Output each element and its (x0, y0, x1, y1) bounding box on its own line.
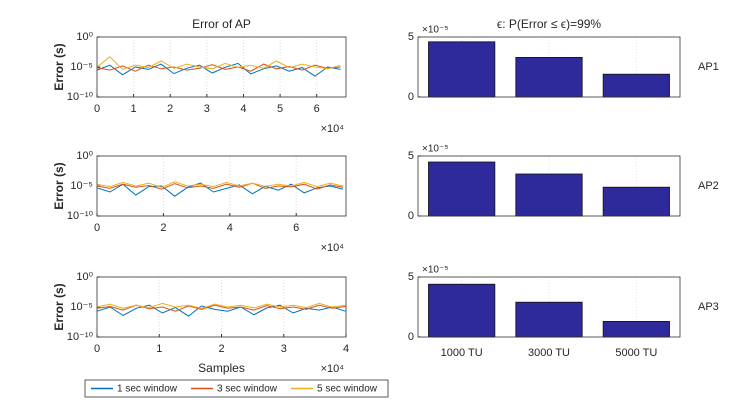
y-multiplier: ×10⁻⁵ (422, 265, 448, 276)
chart-title: ϵ: P(Error ≤ ϵ)=99% (497, 17, 602, 31)
x-multiplier: ×10⁴ (321, 123, 345, 135)
x-tick-label: 3 (281, 343, 287, 355)
x-tick-label: 4 (240, 103, 246, 115)
y-tick-label: 10⁻¹⁰ (67, 210, 94, 222)
bar (428, 161, 496, 217)
bar (602, 186, 670, 217)
y-tick-label: 10⁰ (76, 31, 93, 43)
x-tick-label: 0 (94, 343, 100, 355)
y-tick-label: 10⁻¹⁰ (67, 91, 94, 103)
bar (602, 320, 670, 338)
bar (428, 283, 496, 338)
axes-box (417, 155, 681, 217)
y-tick-label: 5 (408, 31, 414, 43)
x-tick-label: 1000 TU (441, 347, 483, 359)
x-tick-label: 6 (293, 222, 299, 234)
y-tick-label: 10⁻⁵ (70, 301, 93, 313)
x-multiplier: ×10⁴ (321, 242, 345, 254)
bar (428, 41, 496, 98)
plot-area (97, 37, 346, 97)
bar (515, 57, 583, 98)
y-axis-label: Error (s) (52, 162, 66, 209)
y-tick-label: 5 (408, 150, 414, 162)
y-tick-label: 10⁰ (76, 150, 93, 162)
x-tick-label: 6 (314, 103, 320, 115)
x-tick-label: 2 (160, 222, 166, 234)
legend-label: 5 sec window (317, 384, 378, 395)
axes-box (96, 276, 347, 338)
side-label: AP1 (698, 61, 719, 73)
legend-label: 3 sec window (217, 384, 278, 395)
x-tick-label: 3 (204, 103, 210, 115)
y-axis-label: Error (s) (52, 43, 66, 90)
series-line (96, 56, 341, 70)
chart-title: Error of AP (192, 17, 251, 31)
x-tick-label: 2 (167, 103, 173, 115)
x-multiplier: ×10⁴ (321, 363, 345, 375)
y-multiplier: ×10⁻⁵ (422, 144, 448, 155)
x-tick-label: 4 (343, 343, 349, 355)
series-line (96, 182, 344, 190)
bar (515, 173, 583, 217)
axes-box (96, 36, 347, 98)
x-tick-label: 5 (277, 103, 283, 115)
axes-box (417, 36, 681, 98)
y-tick-label: 0 (408, 331, 414, 343)
series-line (96, 62, 341, 77)
series-line (96, 63, 341, 72)
x-tick-label: 5000 TU (615, 347, 657, 359)
y-tick-label: 0 (408, 91, 414, 103)
legend-label: 1 sec window (117, 384, 178, 395)
axes-box (417, 276, 681, 338)
y-tick-label: 10⁻⁵ (70, 180, 93, 192)
series-line (96, 182, 344, 197)
x-axis-label: Samples (198, 361, 245, 375)
y-tick-label: 10⁻⁵ (70, 61, 93, 73)
x-tick-label: 0 (94, 103, 100, 115)
x-tick-label: 1 (156, 343, 162, 355)
y-tick-label: 0 (408, 210, 414, 222)
y-multiplier: ×10⁻⁵ (422, 25, 448, 36)
axes-box (96, 155, 347, 217)
side-label: AP2 (698, 180, 719, 192)
x-tick-label: 2 (218, 343, 224, 355)
legend-box (84, 379, 389, 398)
x-tick-label: 1 (131, 103, 137, 115)
side-label: AP3 (698, 301, 719, 313)
bar (602, 73, 670, 98)
y-tick-label: 10⁰ (76, 271, 93, 283)
x-tick-label: 4 (227, 222, 233, 234)
series-line (96, 302, 346, 309)
x-tick-label: 3000 TU (528, 347, 570, 359)
bar (515, 301, 583, 338)
series-line (96, 181, 344, 188)
y-tick-label: 5 (408, 271, 414, 283)
y-tick-label: 10⁻¹⁰ (67, 331, 94, 343)
x-tick-label: 0 (94, 222, 100, 234)
y-axis-label: Error (s) (52, 283, 66, 330)
